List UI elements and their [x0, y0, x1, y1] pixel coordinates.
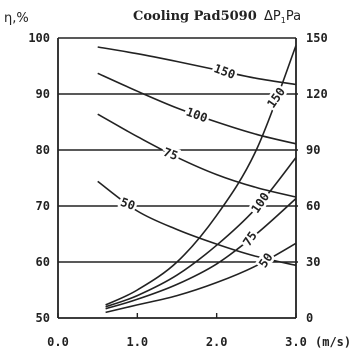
left-tick-label: 60: [36, 255, 50, 269]
pressure-label-75: 75: [240, 229, 260, 249]
left-tick-label: 80: [36, 143, 50, 157]
x-tick-label: 0.0: [47, 335, 69, 349]
efficiency-label-75: 75: [161, 145, 179, 163]
right-tick-label: 120: [306, 87, 328, 101]
x-tick-label: 1.0: [126, 335, 148, 349]
pressure-line-75: [105, 197, 297, 310]
x-tick-label: 3.0: [285, 335, 307, 349]
x-tick-label: 2.0: [206, 335, 228, 349]
pressure-label-50: 50: [256, 250, 276, 270]
left-tick-label: 50: [36, 311, 50, 325]
left-axis-label: η,%: [4, 11, 29, 26]
efficiency-line-150: [97, 46, 297, 86]
grid-lines: [58, 93, 298, 263]
left-tick-label: 70: [36, 199, 50, 213]
pressure-line-100: [105, 157, 297, 308]
pressure-label-150: 150: [264, 85, 288, 111]
right-axis-label-sub: 1: [281, 16, 286, 25]
chart-title: Cooling Pad5090: [133, 9, 257, 24]
pressure-line-50: [105, 242, 297, 314]
efficiency-line-100: [97, 72, 297, 145]
right-tick-label: 90: [306, 143, 320, 157]
pressure-line-150: [105, 45, 297, 306]
tick-labels: 100 150 90 120 80 90 70 60 60 30 50 0 0.0 1.0 2.0 3.0: [28, 31, 327, 349]
right-axis-label-main: ΔP: [264, 9, 281, 24]
axes: [57, 37, 297, 319]
right-tick-label: 30: [306, 255, 320, 269]
right-axis-label-end: Pa: [286, 9, 301, 24]
left-tick-label: 100: [28, 31, 50, 45]
efficiency-line-75: [97, 113, 297, 198]
right-tick-label: 60: [306, 199, 320, 213]
right-tick-label: 150: [306, 31, 328, 45]
efficiency-label-50: 50: [119, 195, 137, 213]
right-axis-label: ΔP1Pa: [264, 9, 301, 25]
efficiency-label-100: 100: [184, 105, 209, 126]
efficiency-label-150: 150: [212, 61, 237, 82]
efficiency-line-50: [97, 180, 297, 267]
left-tick-label: 90: [36, 87, 50, 101]
x-axis-unit: (m/s): [315, 335, 351, 349]
right-tick-label: 0: [306, 311, 313, 325]
